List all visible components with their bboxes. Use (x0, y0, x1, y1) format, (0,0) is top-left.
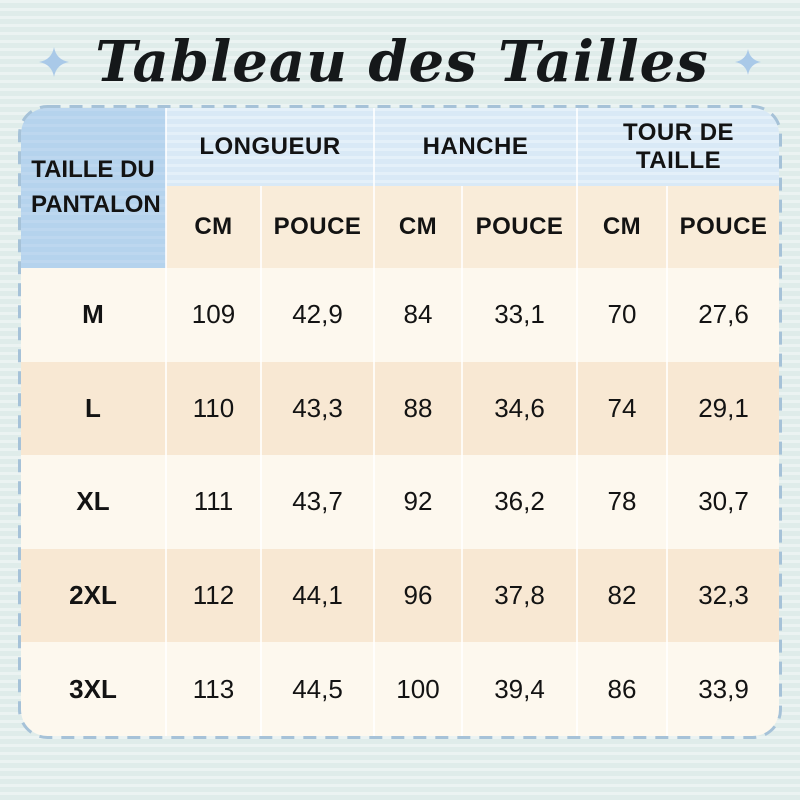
value-cell: 33,9 (667, 642, 779, 736)
value-cell: 84 (374, 268, 463, 362)
corner-header-taille-du-pantalon: TAILLE DU PANTALON (21, 108, 167, 268)
page-title: Tableau des Tailles (95, 29, 709, 95)
value-cell: 82 (577, 548, 669, 643)
group-header-tour-de-taille: TOUR DE TAILLE (577, 108, 779, 186)
value-cell: 96 (374, 548, 463, 643)
value-cell: 43,7 (261, 455, 375, 549)
value-cell: 36,2 (462, 455, 579, 549)
size-label: L (21, 361, 167, 456)
value-cell: 37,8 (462, 548, 579, 643)
value-cell: 113 (166, 642, 262, 736)
group-header-hanche: HANCHE (374, 108, 579, 186)
size-label: XL (21, 455, 167, 549)
value-cell: 43,3 (261, 361, 375, 456)
table-row-l: L 110 43,3 88 34,6 74 29,1 (21, 361, 779, 456)
sparkle-icon-shape (734, 49, 761, 75)
table-row-m: M 109 42,9 84 33,1 70 27,6 (21, 268, 779, 362)
value-cell: 33,1 (462, 268, 579, 362)
value-cell: 100 (374, 642, 463, 736)
group-header-longueur: LONGUEUR (166, 108, 375, 186)
value-cell: 112 (166, 548, 262, 643)
size-label: 3XL (21, 642, 167, 736)
value-cell: 29,1 (667, 361, 779, 456)
value-cell: 44,1 (261, 548, 375, 643)
unit-header-pouce: POUCE (667, 186, 779, 268)
value-cell: 44,5 (261, 642, 375, 736)
value-cell: 92 (374, 455, 463, 549)
value-cell: 74 (577, 361, 669, 456)
value-cell: 32,3 (667, 548, 779, 643)
value-cell: 78 (577, 455, 669, 549)
unit-header-cm: CM (374, 186, 463, 268)
table-row-3xl: 3XL 113 44,5 100 39,4 86 33,9 (21, 642, 779, 736)
value-cell: 111 (166, 455, 262, 549)
unit-header-pouce: POUCE (261, 186, 375, 268)
sparkle-icon (734, 49, 761, 75)
page-header: Tableau des Tailles (0, 0, 800, 95)
value-cell: 39,4 (462, 642, 579, 736)
size-chart-table: TAILLE DU PANTALON LONGUEUR HANCHE TOUR … (21, 108, 779, 736)
value-cell: 86 (577, 642, 669, 736)
value-cell: 34,6 (462, 361, 579, 456)
unit-header-cm: CM (577, 186, 669, 268)
value-cell: 42,9 (261, 268, 375, 362)
size-chart: TAILLE DU PANTALON LONGUEUR HANCHE TOUR … (18, 105, 782, 739)
value-cell: 88 (374, 361, 463, 456)
value-cell: 110 (166, 361, 262, 456)
unit-header-pouce: POUCE (462, 186, 579, 268)
value-cell: 27,6 (667, 268, 779, 362)
unit-header-cm: CM (166, 186, 262, 268)
size-label: 2XL (21, 548, 167, 643)
value-cell: 109 (166, 268, 262, 362)
size-label: M (21, 268, 167, 362)
value-cell: 70 (577, 268, 669, 362)
table-row-xl: XL 111 43,7 92 36,2 78 30,7 (21, 455, 779, 549)
table-row-2xl: 2XL 112 44,1 96 37,8 82 32,3 (21, 548, 779, 643)
value-cell: 30,7 (667, 455, 779, 549)
sparkle-icon (39, 47, 70, 77)
sparkle-icon-shape (39, 47, 70, 77)
